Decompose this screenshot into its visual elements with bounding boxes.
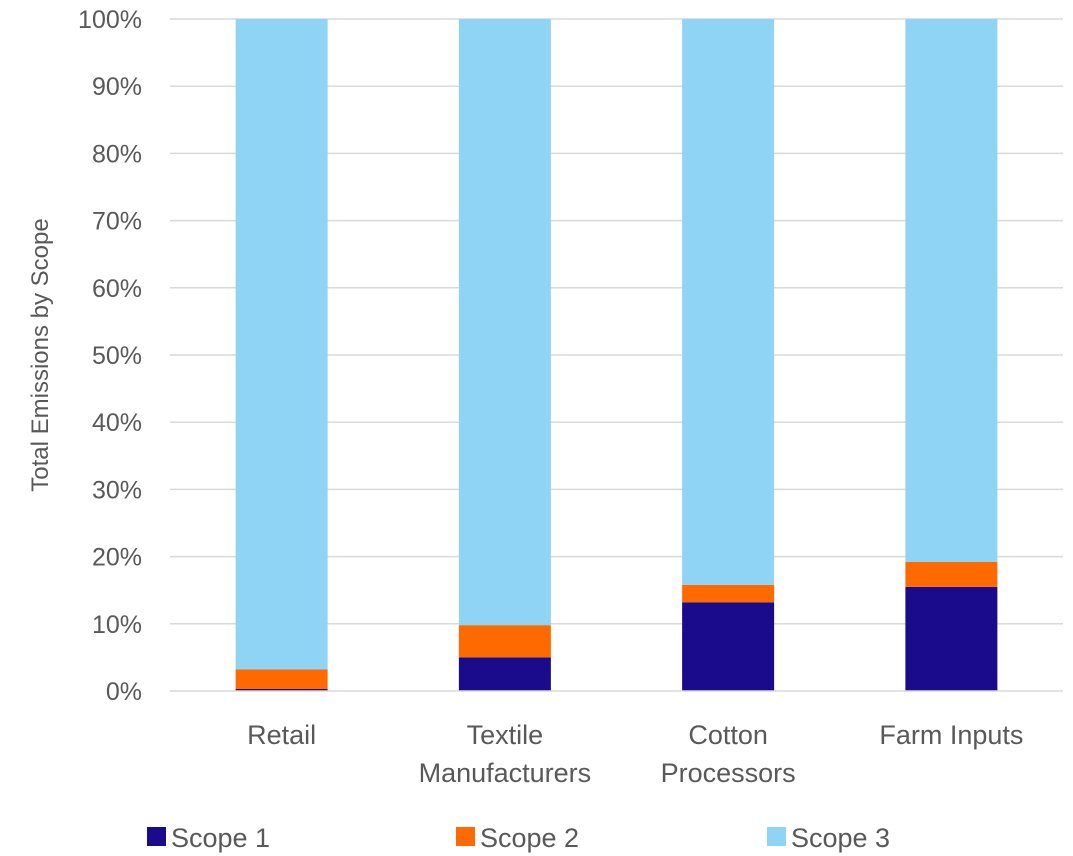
bar-scope-1 [682, 602, 775, 691]
bar-scope-2 [682, 584, 775, 603]
y-tick-label: 60% [92, 275, 142, 303]
y-tick-label: 80% [92, 140, 142, 168]
bar-scope-2 [905, 561, 998, 587]
x-category-label: Farm Inputs [879, 720, 1023, 750]
bars [235, 19, 998, 691]
bar-scope-2 [235, 669, 328, 689]
bar-scope-1 [905, 586, 998, 691]
y-tick-label: 20% [92, 544, 142, 572]
legend-label: Scope 1 [171, 823, 270, 853]
y-tick-label: 0% [106, 678, 142, 706]
y-tick-label: 50% [92, 342, 142, 370]
bar-scope-1 [458, 657, 551, 691]
y-axis-label: Total Emissions by Scope [27, 218, 54, 491]
x-axis-labels: Retail Textile Manufacturers Cotton Processo… [247, 720, 1023, 788]
legend-label: Scope 3 [791, 823, 890, 853]
legend: Scope 1 Scope 2 Scope 3 [147, 823, 890, 853]
legend-swatch [767, 827, 786, 846]
x-category-label: Cotton Processors [661, 720, 796, 788]
bar-scope-2 [458, 625, 551, 658]
bar-scope-3 [682, 19, 775, 585]
x-category-label: Textile Manufacturers [419, 720, 592, 788]
legend-swatch [147, 827, 166, 846]
bar-scope-1 [235, 688, 328, 691]
y-tick-label: 70% [92, 208, 142, 236]
y-tick-label: 10% [92, 611, 142, 639]
legend-swatch [456, 827, 475, 846]
legend-label: Scope 2 [480, 823, 579, 853]
x-category-label: Retail [247, 720, 316, 750]
bar-scope-3 [905, 19, 998, 562]
bar-scope-3 [458, 19, 551, 626]
bar-scope-3 [235, 19, 328, 670]
y-axis-ticks: 0% 10% 20% 30% 40% 50% 60% 70% 80% 90% 100% [78, 6, 142, 706]
y-tick-label: 100% [78, 6, 142, 34]
y-tick-label: 30% [92, 476, 142, 504]
y-tick-label: 40% [92, 409, 142, 437]
y-tick-label: 90% [92, 73, 142, 101]
